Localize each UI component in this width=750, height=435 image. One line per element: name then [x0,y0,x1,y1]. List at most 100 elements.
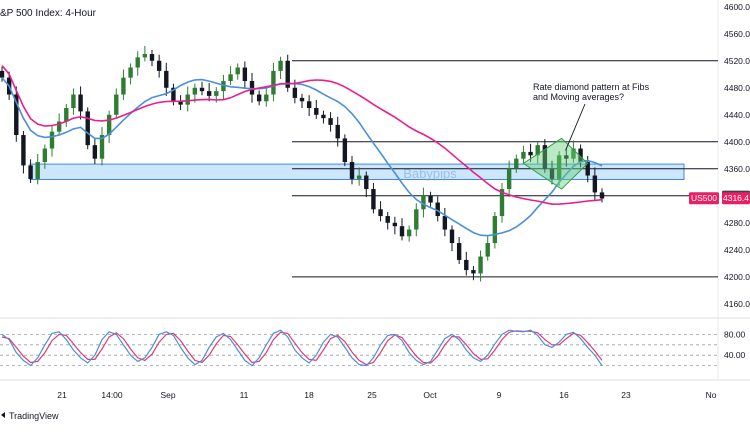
date-tick-label: 14:00 [101,390,123,400]
candle-body [92,145,98,159]
candle-body [99,135,105,159]
candle-body [221,81,226,92]
candle-body [156,60,162,71]
candle-body [171,87,176,102]
candle-body [206,91,212,96]
candle-body [228,74,233,82]
candle-body [464,259,469,271]
candle-body [499,189,505,217]
price-tick-label: 4480.0 [724,83,750,93]
candle-body [385,216,390,223]
candle-body [21,135,26,166]
date-tick-label: Sep [160,390,175,400]
candle-body [56,121,62,132]
tradingview-logo-icon [1,412,5,418]
annotation-arrow [565,103,586,151]
date-tick-label: No [706,390,717,400]
annotation-text: Rate diamond pattern at Fibs [533,82,650,92]
candle-body [78,94,83,112]
candle-body [128,67,133,78]
date-tick-label: 23 [621,390,631,400]
candle-body [356,175,362,179]
candle-body [242,67,248,82]
date-tick-label: 9 [497,390,502,400]
candle-body [542,145,548,169]
annotation-text: and Moving averages? [533,92,624,102]
candle-body [192,87,198,95]
price-tag-pink [722,192,750,205]
candle-body [149,54,155,61]
candle-body [406,229,412,237]
candle-body [599,192,605,199]
candle-body [549,168,555,179]
date-tick-label: 16 [559,390,569,400]
price-tick-label: 4160.0 [724,299,750,309]
price-tick-label: 4280.0 [724,218,750,228]
watermark-text: Babypips [403,166,457,181]
candle-body [278,60,283,71]
candle-body [135,57,140,68]
candle-body [42,148,48,163]
candle-body [585,162,590,176]
price-tag-symbol [689,192,719,205]
candle-body [342,138,348,163]
price-tick-label: 4440.0 [724,110,750,120]
price-tag-text: US500 [691,193,717,203]
candle-body [364,175,369,190]
candle-body [49,131,55,149]
candle-body [349,162,355,179]
price-tick-label: 4240.0 [724,245,750,255]
candle-body [442,216,448,230]
candle-body [121,77,126,95]
candle-body [371,189,376,210]
candle-body [506,168,512,190]
candle-body [421,195,426,210]
date-tick-label: 18 [304,390,314,400]
candle-body [578,148,583,163]
stoch-k-line [1,329,603,367]
candle-body [35,162,40,179]
candle-body [414,209,419,230]
candle-body [71,94,76,109]
date-tick-label: 25 [367,390,377,400]
price-tick-label: 4560.0 [724,29,750,39]
candle-body [521,151,526,159]
candle-body [335,124,340,139]
candle-body [106,114,112,136]
candle-body [271,70,276,95]
candle-body [235,67,240,75]
candle-body [535,145,540,156]
candle-body [85,111,90,146]
candle-body [492,216,498,244]
candle-body [64,108,69,122]
candle-body [264,94,269,102]
candle-body [0,70,5,78]
candle-body [164,70,169,88]
ma-slow-line [1,64,603,206]
candle-body [199,87,205,92]
candle-body [556,155,562,179]
candle-body [185,94,190,105]
candle-body [435,202,440,217]
candle-body [592,175,598,193]
candle-body [285,60,290,88]
candle-body [485,243,490,257]
candle-body [321,114,326,119]
stoch-d-line [1,330,603,366]
candle-body [292,87,298,98]
candle-body [571,148,576,159]
candle-body [114,94,119,115]
candle-body [328,118,333,125]
price-tag-text: 4316.4 [723,193,749,203]
candle-body [478,256,483,274]
date-tick-label: Oct [423,390,437,400]
price-tick-label: 4200.0 [724,272,750,282]
price-tick-label: 4400.0 [724,137,750,147]
brand-text: TradingView [9,411,59,421]
candle-body [314,108,319,115]
price-tick-label: 4600.0 [724,2,750,12]
date-tick-label: 11 [240,390,249,400]
candle-body [142,54,148,58]
